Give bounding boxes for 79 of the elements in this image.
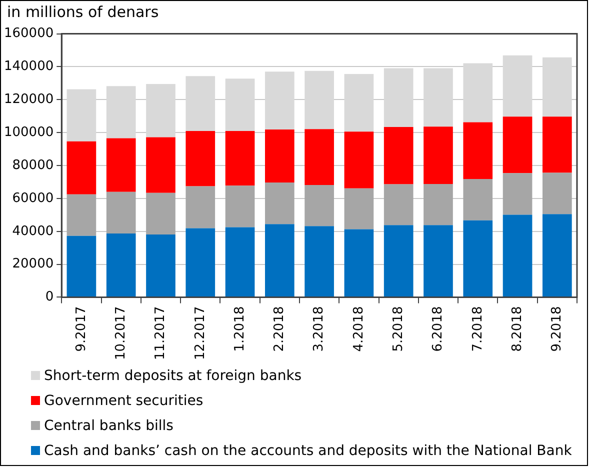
bar xyxy=(265,72,294,130)
bar xyxy=(424,184,453,226)
bar xyxy=(502,116,532,174)
bar xyxy=(344,188,374,230)
bar xyxy=(304,129,334,185)
y-tick-label: 160000 xyxy=(4,26,54,42)
bar xyxy=(106,138,136,192)
bar xyxy=(463,220,493,297)
bar xyxy=(106,86,136,138)
x-tick-label: 12.2017 xyxy=(192,306,208,360)
x-tick-label: 10.2017 xyxy=(113,306,128,360)
x-tick-label: 5.2018 xyxy=(390,306,406,352)
y-tick-label: 40000 xyxy=(12,224,54,239)
bar xyxy=(304,184,334,226)
x-tick-label: 6.2018 xyxy=(430,306,446,352)
bar xyxy=(186,130,216,186)
bar xyxy=(424,126,453,184)
bar xyxy=(384,126,414,184)
bar xyxy=(304,226,334,297)
x-tick-label: 9.2017 xyxy=(74,306,89,352)
bar xyxy=(186,76,216,131)
bar xyxy=(225,130,255,186)
y-tick-label: 140000 xyxy=(4,59,54,74)
bar xyxy=(424,225,453,297)
bar xyxy=(384,184,414,226)
bar xyxy=(66,141,96,194)
legend-label: Government securities xyxy=(44,392,204,408)
bar xyxy=(146,234,176,297)
bar xyxy=(146,137,176,193)
y-tick-label: 100000 xyxy=(4,124,54,140)
bar xyxy=(186,228,216,297)
y-tick-label: 0 xyxy=(45,290,54,305)
bar xyxy=(106,192,136,234)
bar xyxy=(502,55,532,117)
bar xyxy=(463,122,493,180)
bar xyxy=(542,172,572,214)
bar xyxy=(344,74,374,132)
chart-title: in millions of denars xyxy=(6,2,160,23)
bar xyxy=(542,116,572,173)
bar xyxy=(66,89,96,142)
x-tick-label: 1.2018 xyxy=(232,306,248,352)
bar xyxy=(542,214,572,297)
x-tick-label: 9.2018 xyxy=(550,306,565,352)
bar xyxy=(146,84,176,138)
bar xyxy=(424,68,453,127)
x-tick-label: 2.2018 xyxy=(272,306,288,352)
bar xyxy=(265,129,294,182)
bar xyxy=(384,225,414,297)
legend-label: Central banks bills xyxy=(44,418,174,434)
bar xyxy=(265,224,294,297)
y-tick-label: 120000 xyxy=(4,92,54,108)
y-tick-label: 80000 xyxy=(12,158,54,173)
bar xyxy=(502,214,532,297)
bar xyxy=(304,70,334,130)
bar xyxy=(463,179,493,220)
bar xyxy=(186,186,216,228)
y-tick-label: 60000 xyxy=(12,190,54,206)
bar xyxy=(225,227,255,297)
bar xyxy=(463,63,493,122)
y-tick-label: 20000 xyxy=(12,256,54,272)
bar xyxy=(502,173,532,215)
bar xyxy=(384,68,414,127)
bar xyxy=(66,194,96,236)
bar xyxy=(106,234,136,297)
x-tick-label: 7.2018 xyxy=(470,306,486,352)
legend-label: Short-term deposits at foreign banks xyxy=(44,368,302,384)
bar xyxy=(344,132,374,188)
legend-label: Cash and banks’ cash on the accounts and deposits with the National Bank xyxy=(44,442,572,458)
x-tick-label: 4.2018 xyxy=(351,306,366,352)
bar xyxy=(66,236,96,297)
bar xyxy=(225,186,255,228)
x-tick-label: 3.2018 xyxy=(312,306,327,352)
bar xyxy=(265,182,294,224)
bar xyxy=(225,78,255,131)
bar xyxy=(542,57,572,117)
bar xyxy=(344,229,374,297)
x-tick-label: 8.2018 xyxy=(510,306,525,352)
bar xyxy=(146,192,176,235)
x-tick-label: 11.2017 xyxy=(153,306,168,360)
